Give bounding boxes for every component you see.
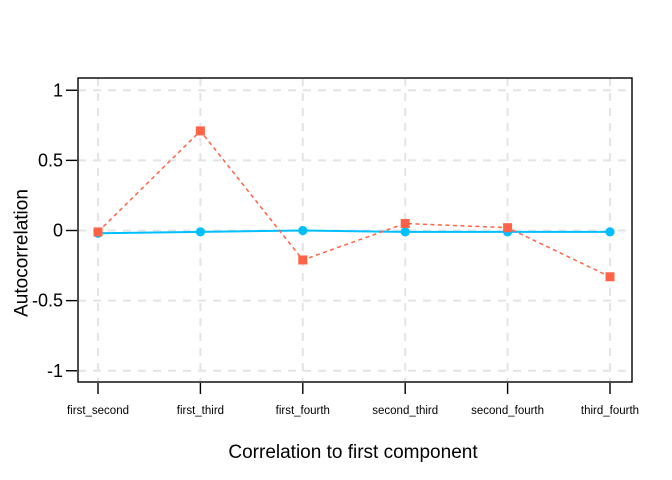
x-tick-label: second_third [372, 405, 438, 417]
blue-circles-solid-line-marker [195, 227, 205, 237]
y-tick-label: -0.5 [32, 291, 63, 311]
panel-border [77, 77, 633, 383]
red-squares-dashed-line-marker [605, 272, 615, 282]
blue-circles-solid-line-marker [605, 227, 615, 237]
y-tick-label: 0.5 [38, 150, 63, 170]
x-tick-label: third_fourth [581, 405, 639, 417]
blue-circles-solid-line-marker [400, 227, 410, 237]
x-axis-title: Correlation to first component [228, 442, 478, 463]
blue-circles-solid-line-marker [298, 225, 308, 236]
y-axis-title: Autocorrelation [12, 189, 33, 317]
x-tick-label: first_third [177, 405, 224, 417]
x-tick-label: second_fourth [471, 405, 544, 417]
red-squares-dashed-line-marker [93, 227, 103, 237]
plot-panel: 1 0.5 0 -0.5 -1 first_second first_third first_… [32, 77, 639, 417]
red-squares-dashed-line-marker [298, 255, 308, 265]
y-tick-label: -1 [47, 361, 63, 381]
x-tick-label: first_second [67, 405, 129, 417]
red-squares-dashed-line-marker [400, 218, 410, 228]
x-tick-label: first_fourth [276, 405, 330, 417]
y-tick-label: 0 [53, 221, 63, 241]
red-squares-dashed-line-marker [195, 126, 205, 136]
blue-circles-solid-line-line [97, 229, 610, 235]
red-squares-dashed-line-marker [503, 223, 513, 233]
y-tick-label: 1 [53, 80, 63, 100]
red-squares-dashed-line-line [97, 129, 611, 278]
